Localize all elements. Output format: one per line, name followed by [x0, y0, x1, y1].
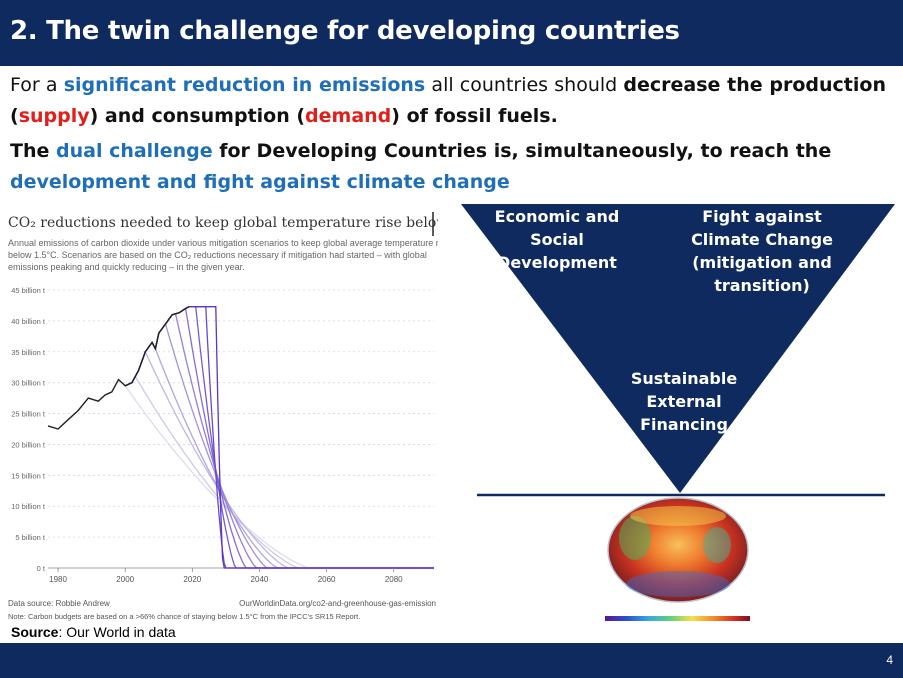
x-tick-label: 2040: [251, 575, 269, 584]
label-economic-1: Economic and: [495, 207, 620, 226]
page-number: 4: [886, 653, 893, 667]
co2-chart: CO₂ reductions needed to keep global tem…: [4, 206, 438, 628]
historical-line: [47, 306, 190, 430]
source-credit: Source: Our World in data: [11, 624, 176, 640]
label-financing-3: Financing: [640, 415, 728, 434]
y-tick-label: 35 billion t: [11, 348, 46, 357]
source-text: : Our World in data: [58, 624, 176, 640]
label-financing-2: External: [646, 392, 721, 411]
label-financing-1: Sustainable: [631, 369, 737, 388]
p1-text-1: For a: [10, 74, 64, 96]
scenario-line-2000: [124, 385, 434, 569]
chart-title: CO₂ reductions needed to keep global tem…: [8, 215, 438, 231]
y-tick-label: 10 billion t: [11, 502, 46, 511]
label-climate-4: transition): [714, 276, 810, 295]
chart-subtitle-3: emissions peaking and quickly reducing –…: [8, 262, 245, 272]
label-economic-3: Development: [497, 253, 617, 272]
p1-highlight-reduction: significant reduction in emissions: [63, 74, 426, 96]
twin-challenge-diagram: Economic and Social Development Fight ag…: [455, 200, 903, 640]
y-tick-label: 20 billion t: [11, 440, 46, 449]
x-tick-label: 2080: [385, 575, 403, 584]
x-tick-label: 1980: [49, 575, 67, 584]
chart-data-source: Data source: Robbie Andrew: [8, 599, 110, 608]
chart-series: [124, 306, 434, 569]
p1-text-2: all countries should: [425, 74, 624, 96]
scenario-line-2006: [124, 350, 434, 569]
label-climate-3: (mitigation and: [692, 253, 832, 272]
diagram-svg: Economic and Social Development Fight ag…: [461, 204, 895, 621]
label-climate-2: Climate Change: [691, 230, 833, 249]
p1-text-3: decrease the production (: [10, 74, 886, 127]
inverted-triangle: [461, 204, 895, 493]
scenario-line-2018: [124, 307, 434, 569]
y-tick-label: 30 billion t: [11, 379, 46, 388]
p1-highlight-supply: supply: [18, 105, 90, 127]
chart-subtitle-2: below 1.5°C. Scenarios are based on the …: [8, 250, 427, 260]
y-tick-label: 5 billion t: [15, 533, 46, 542]
chart-url: OurWorldinData.org/co2-and-greenhouse-ga…: [239, 599, 436, 608]
p2-text-1: The: [10, 140, 56, 162]
paragraph-dual-challenge: The dual challenge for Developing Countr…: [10, 136, 886, 198]
chart-note: Note: Carbon budgets are based on a >66%…: [8, 612, 360, 621]
scenario-line-2012: [124, 322, 434, 569]
chart-axes: 0 t 5 billion t 10 billion t 15 billion t 20…: [11, 286, 403, 584]
slide-title: 2. The twin challenge for developing cou…: [10, 16, 680, 46]
p1-text-5: ) of fossil fuels.: [391, 105, 558, 127]
p1-text-4: ) and consumption (: [89, 105, 306, 127]
x-tick-label: 2000: [116, 575, 134, 584]
co2-chart-svg: CO₂ reductions needed to keep global tem…: [8, 212, 438, 621]
p2-highlight-development: development and fight against climate ch…: [10, 171, 510, 193]
x-tick-label: 2020: [183, 575, 201, 584]
y-tick-label: 15 billion t: [11, 471, 46, 480]
y-tick-label: 45 billion t: [11, 286, 46, 295]
p2-highlight-dual: dual challenge: [56, 140, 213, 162]
y-tick-label: 25 billion t: [11, 410, 46, 419]
x-tick-label: 2060: [318, 575, 336, 584]
label-climate-1: Fight against: [702, 207, 822, 226]
chart-subtitle-1: Annual emissions of carbon dioxide under…: [8, 238, 438, 248]
paragraph-emissions: For a significant reduction in emissions…: [10, 70, 886, 132]
p2-text-2: for Developing Countries is, simultaneou…: [212, 140, 832, 162]
chart-grid: [48, 289, 434, 569]
globe-temperature-map-icon: [605, 497, 750, 621]
footer-bar: 4: [0, 643, 903, 678]
source-label: Source: [11, 624, 59, 640]
y-tick-label: 40 billion t: [11, 317, 46, 326]
scenario-line-2009: [124, 341, 434, 569]
label-economic-2: Social: [530, 230, 584, 249]
y-tick-label: 0 t: [37, 564, 46, 573]
p1-highlight-demand: demand: [305, 105, 392, 127]
chart-historical: [47, 306, 190, 430]
title-bar: 2. The twin challenge for developing cou…: [0, 0, 903, 66]
